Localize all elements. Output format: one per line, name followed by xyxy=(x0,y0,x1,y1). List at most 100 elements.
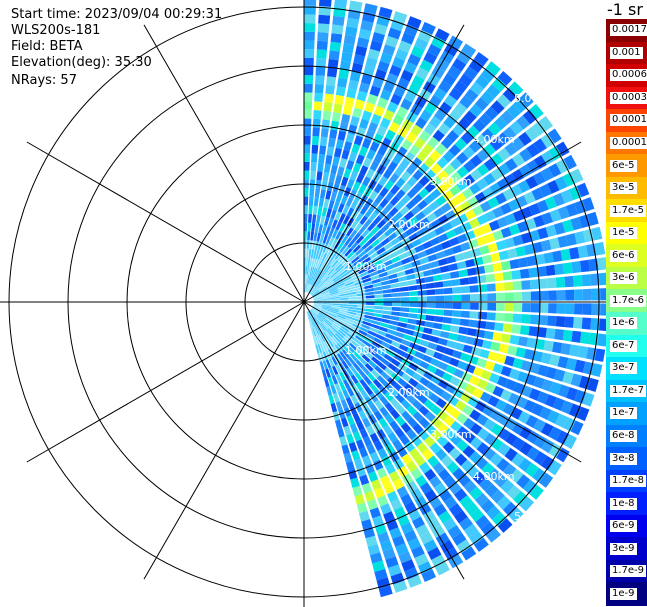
range-gate xyxy=(356,466,367,478)
range-gate xyxy=(406,323,416,331)
range-gate xyxy=(545,366,557,380)
range-gate xyxy=(423,327,433,335)
range-gate xyxy=(388,121,400,134)
range-gate xyxy=(434,309,444,316)
range-gate xyxy=(448,87,463,101)
range-gate xyxy=(317,23,330,33)
range-gate xyxy=(330,309,339,313)
range-gate xyxy=(312,127,320,137)
range-gate xyxy=(378,271,388,278)
range-gate xyxy=(344,278,353,285)
range-gate xyxy=(418,429,430,441)
range-gate xyxy=(353,135,364,146)
range-gate xyxy=(363,65,375,77)
range-gate xyxy=(392,56,405,69)
range-gate xyxy=(319,361,325,371)
range-gate xyxy=(500,333,511,344)
range-gate xyxy=(529,485,544,500)
range-gate xyxy=(519,164,532,178)
range-gate xyxy=(367,48,380,60)
range-gate xyxy=(538,115,554,131)
range-gate xyxy=(398,344,409,352)
range-gate xyxy=(431,36,446,50)
range-gate xyxy=(437,337,448,346)
range-gate xyxy=(475,265,486,275)
range-gate xyxy=(376,467,388,479)
range-gate xyxy=(381,137,392,149)
range-ring-labels: 1.00km2.00km3.00km4.00km5.00km1.00km2.00… xyxy=(345,92,556,523)
polar-grid xyxy=(0,0,624,607)
range-gate xyxy=(318,197,325,208)
range-gate xyxy=(400,422,412,434)
range-gate xyxy=(422,354,433,364)
range-gate xyxy=(313,197,319,207)
range-gate xyxy=(390,409,401,420)
range-gate xyxy=(468,355,479,365)
range-gate xyxy=(311,289,319,296)
range-gate xyxy=(464,363,476,374)
range-gate xyxy=(369,270,379,277)
range-gate xyxy=(431,65,445,79)
range-gate xyxy=(417,561,433,575)
range-gate xyxy=(370,225,380,235)
range-gate xyxy=(306,274,310,284)
range-gate xyxy=(541,212,554,225)
range-gate xyxy=(366,347,376,356)
range-gate xyxy=(334,0,348,9)
colorbar-tick-label: 1.7e-9 xyxy=(610,565,647,578)
range-gate xyxy=(391,311,401,317)
range-gate xyxy=(385,463,396,475)
range-label-lower: 2.00km xyxy=(388,386,430,399)
range-gate xyxy=(363,317,373,323)
colorbar-tick-label: 1.7e-6 xyxy=(610,294,647,307)
range-gate xyxy=(478,112,493,127)
range-gate xyxy=(496,93,511,109)
range-gate xyxy=(480,90,495,105)
range-gate xyxy=(497,413,510,426)
range-gate xyxy=(323,341,330,350)
range-gate xyxy=(314,92,324,102)
range-gate xyxy=(366,248,376,257)
range-gate xyxy=(463,110,477,124)
range-gate xyxy=(304,92,313,102)
range-gate xyxy=(389,527,402,540)
range-gate xyxy=(442,517,457,532)
range-gate xyxy=(486,505,501,520)
range-gate xyxy=(486,84,501,99)
range-gate xyxy=(335,221,343,231)
range-gate xyxy=(385,333,395,340)
range-gate xyxy=(355,247,364,256)
range-gate xyxy=(587,377,599,392)
range-gate xyxy=(504,447,518,462)
range-gate xyxy=(313,258,317,268)
range-gate xyxy=(312,292,321,298)
range-gate xyxy=(458,326,469,335)
range-gate xyxy=(433,207,445,218)
range-gate xyxy=(340,339,349,347)
range-gate xyxy=(321,274,329,283)
range-gate xyxy=(406,428,417,440)
range-gate xyxy=(364,284,374,290)
range-gate xyxy=(325,280,334,287)
range-gate xyxy=(512,209,525,222)
range-gate xyxy=(384,227,394,237)
range-gate xyxy=(516,115,531,130)
range-gate xyxy=(358,447,369,458)
range-gate xyxy=(397,275,408,282)
range-gate xyxy=(407,53,421,67)
range-gate xyxy=(345,281,354,287)
range-gate xyxy=(508,392,520,405)
range-gate xyxy=(347,288,357,293)
range-gate xyxy=(446,130,459,143)
range-gate xyxy=(548,426,562,441)
range-gate xyxy=(436,156,449,169)
range-gate xyxy=(326,281,335,288)
range-gate xyxy=(494,272,504,282)
range-gate xyxy=(462,250,473,260)
range-gate xyxy=(359,428,369,439)
range-gate xyxy=(308,214,313,223)
range-gate xyxy=(377,233,387,243)
range-gate xyxy=(311,222,316,232)
range-label-lower: 1.00km xyxy=(345,344,387,357)
range-gate xyxy=(394,265,405,273)
